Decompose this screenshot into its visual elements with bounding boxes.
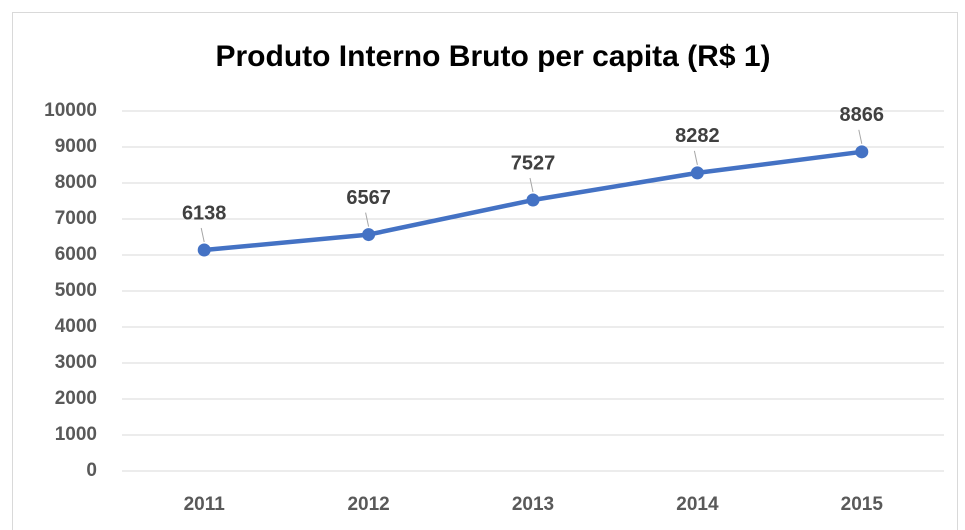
data-label: 8866 (840, 104, 885, 126)
chart-title: Produto Interno Bruto per capita (R$ 1) (215, 40, 770, 73)
marker (526, 193, 540, 207)
y-tick-label: 4000 (55, 316, 97, 337)
leader-line (200, 227, 205, 243)
y-tick-label: 10000 (44, 100, 97, 121)
leader-line (693, 150, 698, 165)
leader-line (529, 177, 534, 193)
y-tick-label: 8000 (55, 172, 97, 193)
marker (855, 145, 869, 159)
y-tick-label: 6000 (55, 244, 97, 265)
x-tick-label: 2015 (841, 494, 884, 515)
marker (197, 243, 211, 257)
leader-line (858, 129, 863, 144)
data-label: 6138 (182, 202, 227, 224)
marker (362, 228, 376, 242)
data-label: 6567 (346, 187, 391, 209)
marker (690, 166, 704, 180)
y-tick-label: 0 (86, 460, 97, 481)
y-tick-label: 2000 (55, 388, 97, 409)
x-tick-label: 2014 (676, 494, 719, 515)
y-tick-label: 7000 (55, 208, 97, 229)
y-tick-label: 5000 (55, 280, 97, 301)
x-tick-label: 2013 (512, 494, 554, 515)
y-tick-label: 3000 (55, 352, 97, 373)
chart-frame (12, 12, 958, 530)
leader-line (365, 212, 370, 227)
x-tick-label: 2012 (347, 494, 389, 515)
x-tick-label: 2011 (184, 494, 226, 515)
y-tick-label: 9000 (55, 136, 97, 157)
data-label: 8282 (675, 125, 720, 147)
data-label: 7527 (511, 152, 556, 174)
y-tick-label: 1000 (55, 424, 97, 445)
